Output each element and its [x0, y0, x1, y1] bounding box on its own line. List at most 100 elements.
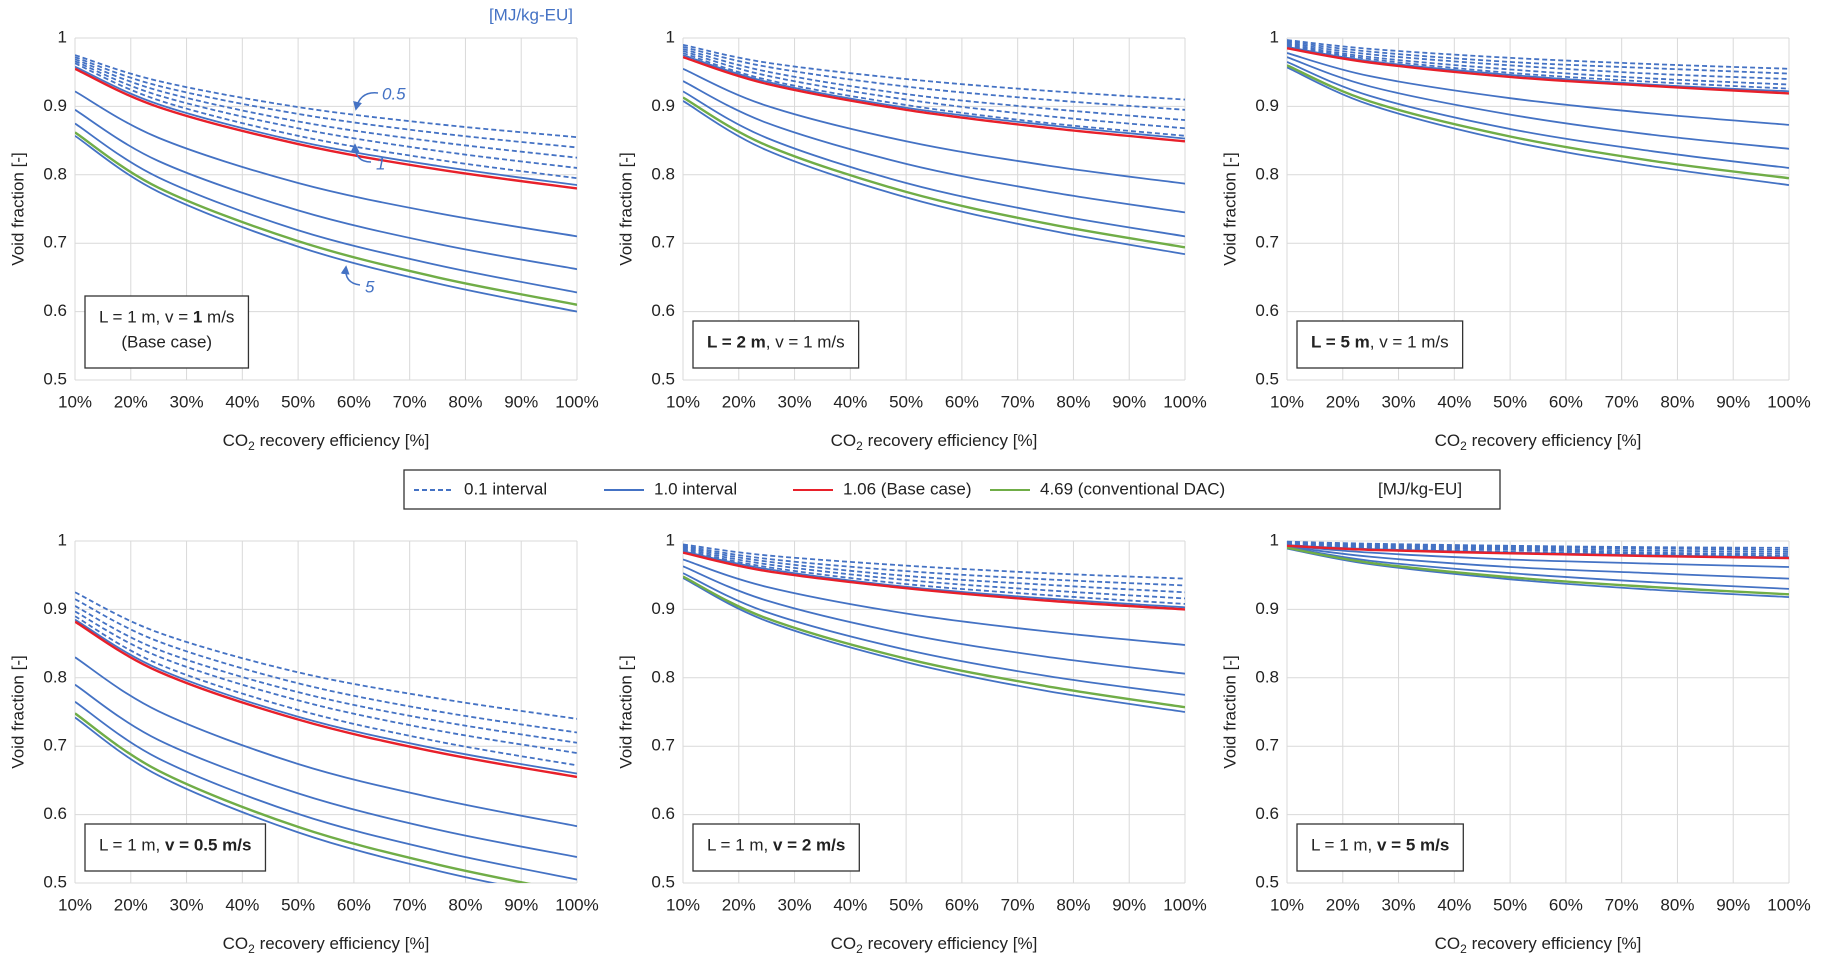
x-tick-label: 80% — [1660, 392, 1694, 411]
x-axis-label-part: recovery efficiency [%] — [863, 934, 1037, 953]
x-tick-label: 40% — [833, 392, 867, 411]
x-tick-label: 70% — [393, 895, 427, 914]
series-line — [75, 605, 577, 744]
y-axis-label: Void fraction [-] — [616, 655, 635, 768]
series-line — [75, 591, 577, 720]
y-tick-label: 0.6 — [1255, 301, 1279, 320]
x-axis-label: CO2 recovery efficiency [%] — [223, 934, 430, 956]
legend-label: 0.1 interval — [464, 479, 547, 498]
y-tick-label: 0.8 — [1255, 164, 1279, 183]
series-line — [683, 550, 1185, 609]
y-tick-label: 0.5 — [43, 369, 67, 388]
series-group — [1287, 39, 1789, 186]
y-axis-label: Void fraction [-] — [1220, 655, 1239, 768]
series-line — [683, 565, 1185, 675]
series-group — [75, 591, 577, 883]
y-tick-label: 0.6 — [43, 301, 67, 320]
series-line — [75, 620, 577, 779]
series-line — [1287, 546, 1789, 596]
series-line — [1287, 546, 1789, 590]
series-line — [75, 135, 577, 313]
y-tick-label: 1 — [58, 27, 67, 46]
x-tick-label: 80% — [448, 392, 482, 411]
y-axis-label: Void fraction [-] — [616, 152, 635, 265]
label-box — [1296, 823, 1464, 872]
x-tick-label: 50% — [281, 392, 315, 411]
y-tick-label: 0.9 — [1255, 599, 1279, 618]
series-line — [683, 575, 1185, 709]
series-line — [683, 549, 1185, 605]
y-axis-label: Void fraction [-] — [1220, 152, 1239, 265]
series-line — [683, 80, 1185, 214]
y-axis-label: Void fraction [-] — [8, 655, 27, 768]
x-axis-label: CO2 recovery efficiency [%] — [1435, 934, 1642, 956]
y-tick-label: 0.7 — [651, 736, 675, 755]
x-tick-label: 100% — [555, 392, 598, 411]
y-tick-label: 0.7 — [43, 233, 67, 252]
annotation: 1 — [376, 154, 385, 173]
label-box — [692, 320, 860, 369]
x-tick-label: 90% — [504, 895, 538, 914]
y-tick-label: 0.5 — [651, 872, 675, 891]
x-tick-label: 80% — [1056, 392, 1090, 411]
x-tick-label: 10% — [666, 392, 700, 411]
x-tick-label: 20% — [114, 895, 148, 914]
x-axis-label: CO2 recovery efficiency [%] — [1435, 431, 1642, 453]
legend-unit: [MJ/kg-EU] — [1378, 479, 1462, 498]
y-tick-label: 0.6 — [43, 804, 67, 823]
series-line — [683, 546, 1185, 594]
x-tick-label: 80% — [1660, 895, 1694, 914]
series-line — [1287, 61, 1789, 169]
box-label: L = 1 m, v = 2 m/s — [707, 836, 845, 855]
series-line — [75, 67, 577, 190]
x-tick-label: 50% — [889, 895, 923, 914]
series-line — [75, 56, 577, 149]
x-tick-label: 40% — [833, 895, 867, 914]
x-axis-label: CO2 recovery efficiency [%] — [831, 934, 1038, 956]
y-tick-label: 0.7 — [1255, 233, 1279, 252]
legend-label: 4.69 (conventional DAC) — [1040, 479, 1225, 498]
x-tick-label: 50% — [1493, 392, 1527, 411]
box-label-part: L = 2 m — [707, 333, 766, 352]
y-tick-label: 0.6 — [1255, 804, 1279, 823]
x-tick-label: 10% — [1270, 392, 1304, 411]
y-tick-label: 1 — [666, 530, 675, 549]
x-tick-label: 30% — [1382, 392, 1416, 411]
series-line — [75, 62, 577, 180]
series-line — [1287, 40, 1789, 75]
y-tick-label: 1 — [58, 530, 67, 549]
annotation-arrow — [350, 143, 372, 163]
y-tick-label: 0.9 — [43, 96, 67, 115]
series-line — [683, 48, 1185, 121]
x-tick-label: 20% — [722, 895, 756, 914]
x-tick-label: 10% — [1270, 895, 1304, 914]
series-line — [683, 577, 1185, 713]
series-line — [75, 60, 577, 169]
box-label: L = 5 m, v = 1 m/s — [1311, 333, 1449, 352]
x-tick-label: 80% — [1056, 895, 1090, 914]
series-line — [75, 65, 577, 186]
series-line — [683, 43, 1185, 101]
y-tick-label: 1 — [1270, 27, 1279, 46]
x-tick-label: 100% — [1767, 895, 1810, 914]
x-tick-label: 100% — [1163, 895, 1206, 914]
x-axis-label-part: 2 — [1460, 439, 1467, 453]
x-axis-label-part: CO — [831, 431, 857, 450]
x-axis-label-part: CO — [223, 934, 249, 953]
box-label: (Base case) — [121, 333, 212, 352]
x-tick-label: 20% — [1326, 392, 1360, 411]
x-axis-label-part: 2 — [248, 942, 255, 956]
series-line — [683, 551, 1185, 611]
y-tick-label: 1 — [1270, 530, 1279, 549]
series-line — [683, 572, 1185, 696]
label-box — [84, 823, 267, 872]
x-tick-label: 60% — [945, 895, 979, 914]
annotation: 5 — [365, 277, 375, 296]
x-tick-label: 10% — [58, 895, 92, 914]
box-label-part: L = 5 m — [1311, 333, 1370, 352]
x-tick-label: 20% — [114, 392, 148, 411]
y-tick-label: 0.5 — [1255, 872, 1279, 891]
series-line — [683, 56, 1185, 143]
panel: 0.5 0.6 0.7 0.8 0.9 1 10% 20% 30% 40% 50% 60% 70% 80%… — [616, 27, 1206, 453]
series-line — [683, 54, 1185, 140]
